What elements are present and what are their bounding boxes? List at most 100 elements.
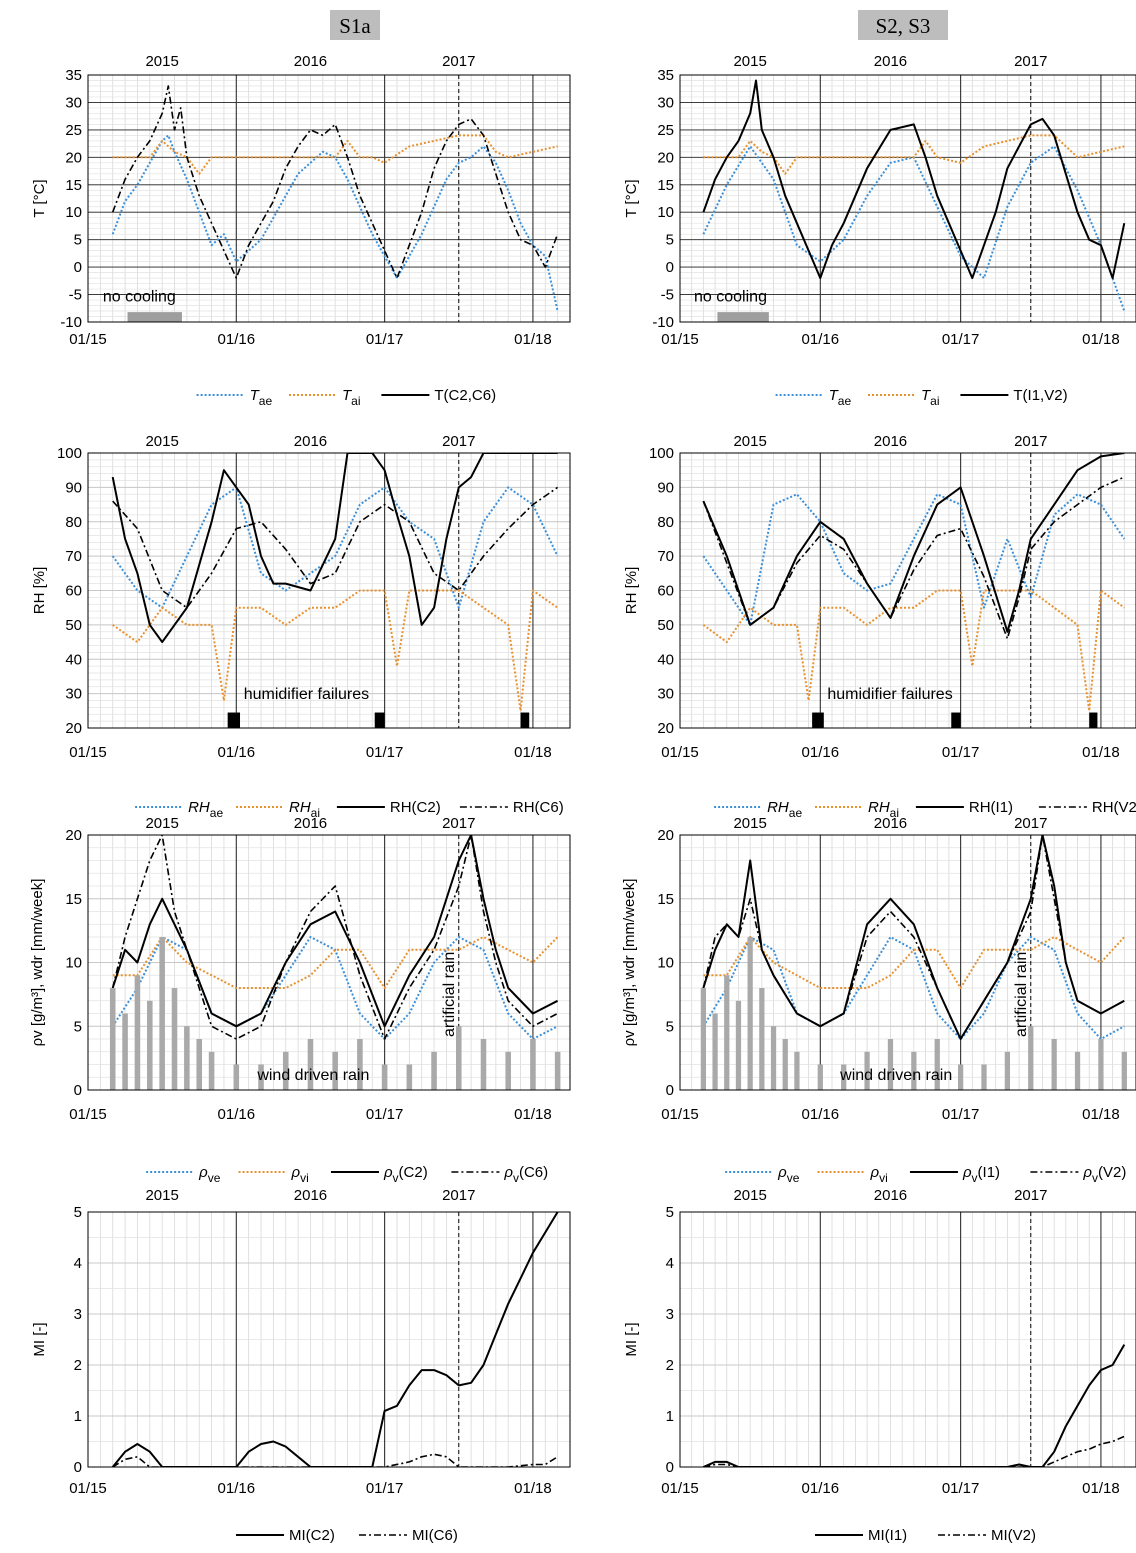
y-tick-label: 1 <box>74 1408 82 1425</box>
series-line <box>111 85 559 279</box>
y-tick-label: 20 <box>65 720 82 737</box>
year-label: 2015 <box>733 53 766 70</box>
year-label: 2016 <box>874 433 907 450</box>
legend-label: ρve <box>198 1164 221 1185</box>
series-line <box>703 936 1126 989</box>
legend-label: ρvi <box>870 1164 888 1185</box>
year-label: 2015 <box>145 53 178 70</box>
wdr-bar <box>109 988 116 1090</box>
wdr-bar <box>381 1064 388 1090</box>
y-tick-label: 80 <box>657 514 674 531</box>
series-group <box>700 835 1127 1090</box>
y-tick-label: 3 <box>74 1306 82 1323</box>
y-tick-label: 4 <box>74 1255 82 1272</box>
series-line <box>111 835 558 1040</box>
y-tick-label: 10 <box>657 955 674 972</box>
series-line <box>702 476 1125 640</box>
series-group <box>702 79 1126 312</box>
y-tick-label: 5 <box>666 232 674 249</box>
series-group <box>111 453 559 712</box>
y-tick-label: 0 <box>666 259 674 276</box>
legend-label: MI(C6) <box>412 1527 458 1544</box>
legend-label: MI(V2) <box>991 1527 1036 1544</box>
legend-label: T(C2,C6) <box>434 387 496 404</box>
series-line <box>703 1435 1125 1467</box>
wdr-bar <box>794 1051 800 1090</box>
y-axis-label: ρv [g/m³], wdr [mm/week] <box>621 879 638 1047</box>
wdr-bar <box>184 1026 190 1090</box>
year-label: 2017 <box>1014 1187 1047 1204</box>
humidifier-failure-bar <box>520 712 530 728</box>
year-label: 2015 <box>733 433 766 450</box>
legend-label: ρve <box>777 1164 800 1185</box>
wdr-bar <box>700 988 707 1090</box>
y-tick-label: 20 <box>657 827 674 844</box>
axes-frame <box>679 834 1136 1091</box>
legend-label: RH(C2) <box>390 799 441 816</box>
year-label: 2017 <box>442 1187 475 1204</box>
legend-label: ρv(V2) <box>1082 1164 1126 1185</box>
wdr-bar <box>957 1064 964 1090</box>
series-group <box>109 835 561 1090</box>
year-label: 2017 <box>1014 433 1047 450</box>
wdr-bar <box>1004 1051 1011 1090</box>
x-tick-label: 01/17 <box>942 744 980 761</box>
series-line <box>111 1212 559 1467</box>
legend-label: RH(V2) <box>1092 799 1136 816</box>
no-cooling-bar <box>127 312 182 322</box>
y-tick-label: 30 <box>65 686 82 703</box>
wdr-bar <box>759 988 765 1090</box>
wdr-bar <box>134 975 141 1090</box>
wdr-bar <box>1074 1051 1081 1090</box>
panel-left-RH: 2015 2016 2017 01/15 01/16 01/17 01/18 100 90 80 7… <box>31 433 571 820</box>
wdr-bar <box>159 937 165 1090</box>
year-label: 2017 <box>1014 815 1047 832</box>
y-tick-label: 40 <box>657 651 674 668</box>
wdr-bar <box>724 975 730 1090</box>
x-tick-label: 01/18 <box>1082 1480 1120 1497</box>
x-tick-label: 01/15 <box>661 1480 699 1497</box>
x-tick-label: 01/18 <box>514 744 552 761</box>
y-tick-label: 2 <box>666 1357 674 1374</box>
y-tick-label: 35 <box>657 67 674 84</box>
y-tick-label: 20 <box>65 827 82 844</box>
y-axis-label: MI [-] <box>31 1322 48 1356</box>
y-tick-label: 0 <box>74 259 82 276</box>
annotation-wind-driven-rain: wind driven rain <box>839 1067 952 1084</box>
legend: MI(C2) MI(C6) <box>236 1527 458 1544</box>
x-tick-label: 01/18 <box>514 1106 552 1123</box>
wdr-bar <box>1121 1051 1127 1090</box>
wdr-bar <box>208 1051 215 1090</box>
annotation-no-cooling: no cooling <box>694 289 767 306</box>
legend-label: ρvi <box>291 1164 309 1185</box>
year-label: 2016 <box>874 815 907 832</box>
x-tick-label: 01/17 <box>366 1106 404 1123</box>
series-line <box>111 936 559 1040</box>
series-line <box>703 1344 1126 1467</box>
humidifier-failure-bar <box>227 712 241 728</box>
x-tick-label: 01/16 <box>802 1106 840 1123</box>
y-tick-label: 5 <box>74 232 82 249</box>
wdr-bar <box>887 1039 894 1090</box>
x-tick-label: 01/15 <box>661 1106 699 1123</box>
x-tick-label: 01/15 <box>661 331 699 348</box>
axes-frame <box>87 834 571 1091</box>
wdr-bar <box>122 1013 128 1090</box>
y-axis-label: T [°C] <box>31 179 48 217</box>
legend-label: Tae <box>829 387 852 408</box>
panel-left-MI: 2015 2016 2017 01/15 01/16 01/17 01/18 5 4 3 2 1 0 MI… <box>31 1187 571 1544</box>
x-tick-label: 01/17 <box>366 744 404 761</box>
x-tick-label: 01/18 <box>1082 331 1120 348</box>
y-tick-label: 30 <box>65 94 82 111</box>
x-tick-label: 01/17 <box>942 331 980 348</box>
wdr-bar <box>841 1064 847 1090</box>
y-tick-label: -5 <box>661 287 674 304</box>
x-tick-label: 01/15 <box>69 1106 107 1123</box>
series-line <box>111 453 558 644</box>
y-axis-label: RH [%] <box>31 567 48 615</box>
legend-label: RHae <box>188 799 223 820</box>
y-tick-label: 100 <box>57 445 82 462</box>
panel-right-MI: 2015 2016 2017 01/15 01/16 01/17 01/18 5 4 3 2 1 0 MI… <box>623 1187 1136 1544</box>
wdr-bar <box>233 1064 240 1090</box>
wdr-bar <box>770 1026 777 1090</box>
